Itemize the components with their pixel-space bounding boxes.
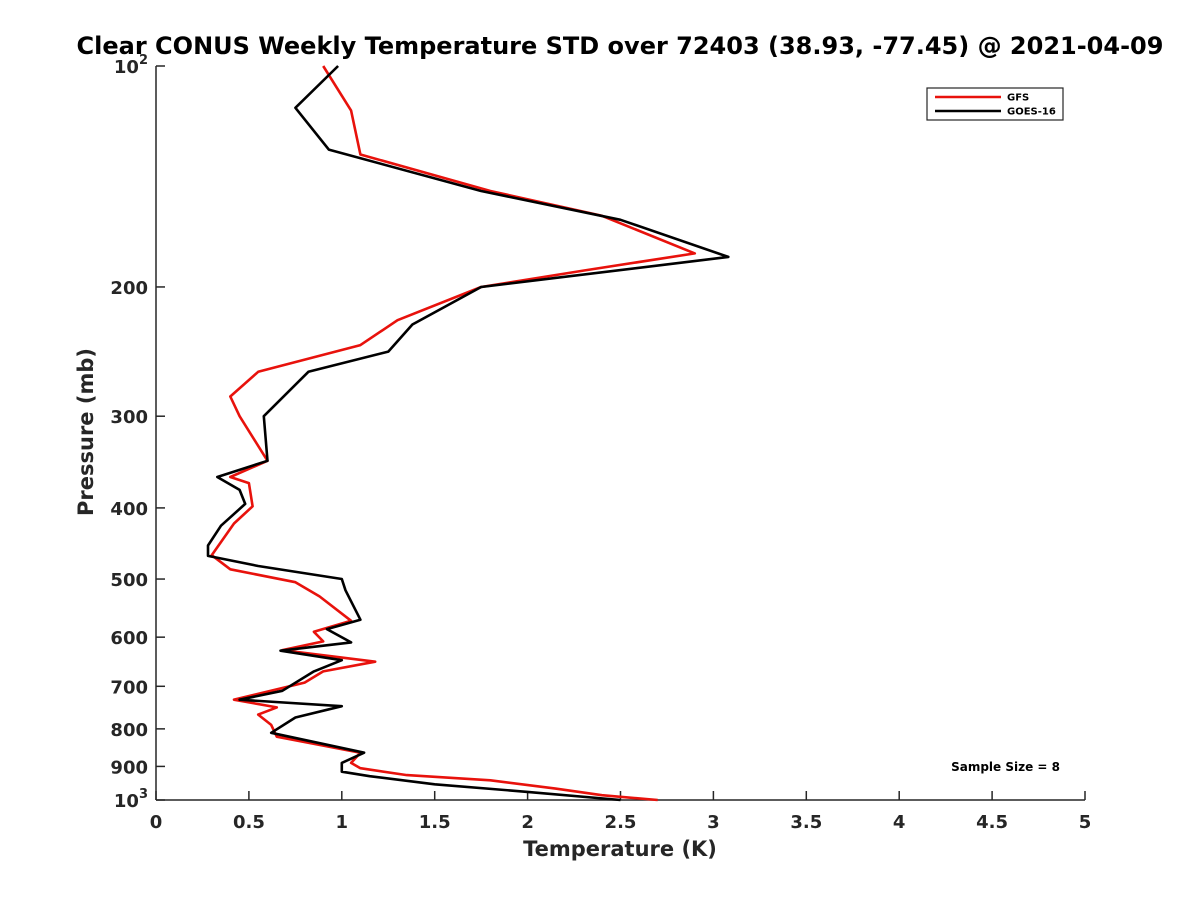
- y-tick-label: 200: [110, 278, 148, 299]
- y-tick-label: 300: [110, 407, 148, 428]
- y-tick-label: 600: [110, 628, 148, 649]
- x-tick-label: 5: [1079, 812, 1092, 833]
- legend-box: [926, 87, 1064, 121]
- legend-label: GFS: [1007, 93, 1029, 104]
- y-tick-base: 10: [114, 57, 139, 78]
- y-tick-exponent: 3: [139, 787, 148, 802]
- sample-size-annotation: Sample Size = 8: [951, 760, 1060, 774]
- x-tick-label: 0.5: [233, 812, 265, 833]
- x-tick-label: 2.5: [605, 812, 637, 833]
- y-tick-exponent: 2: [139, 53, 148, 68]
- chart-title: Clear CONUS Weekly Temperature STD over …: [77, 32, 1164, 60]
- x-tick-label: 2: [521, 812, 534, 833]
- plot-area: [155, 66, 1085, 801]
- y-tick-label: 400: [110, 499, 148, 520]
- x-axis: 0 0.5 1 1.5 2 2.5 3 3.5 4 4.5 5: [150, 791, 1092, 833]
- y-tick-label: 900: [110, 757, 148, 778]
- y-tick-label: 500: [110, 570, 148, 591]
- series-line-goes-16: [206, 65, 730, 802]
- x-tick-label: 1.5: [419, 812, 451, 833]
- y-tick-label: 103: [114, 787, 148, 812]
- x-tick-label: 4.5: [976, 812, 1008, 833]
- legend: GFS GOES-16: [926, 87, 1064, 121]
- legend-label: GOES-16: [1007, 107, 1056, 118]
- y-tick-label: 700: [110, 677, 148, 698]
- x-tick-label: 3: [707, 812, 720, 833]
- x-axis-label: Temperature (K): [523, 837, 717, 861]
- series-layer: [206, 65, 730, 802]
- y-tick-label: 800: [110, 720, 148, 741]
- y-tick-label: 102: [114, 53, 148, 78]
- y-tick-base: 10: [114, 791, 139, 812]
- x-tick-label: 4: [893, 812, 906, 833]
- x-tick-label: 3.5: [790, 812, 822, 833]
- y-axis-label: Pressure (mb): [74, 348, 98, 516]
- x-tick-label: 1: [336, 812, 349, 833]
- x-tick-label: 0: [150, 812, 163, 833]
